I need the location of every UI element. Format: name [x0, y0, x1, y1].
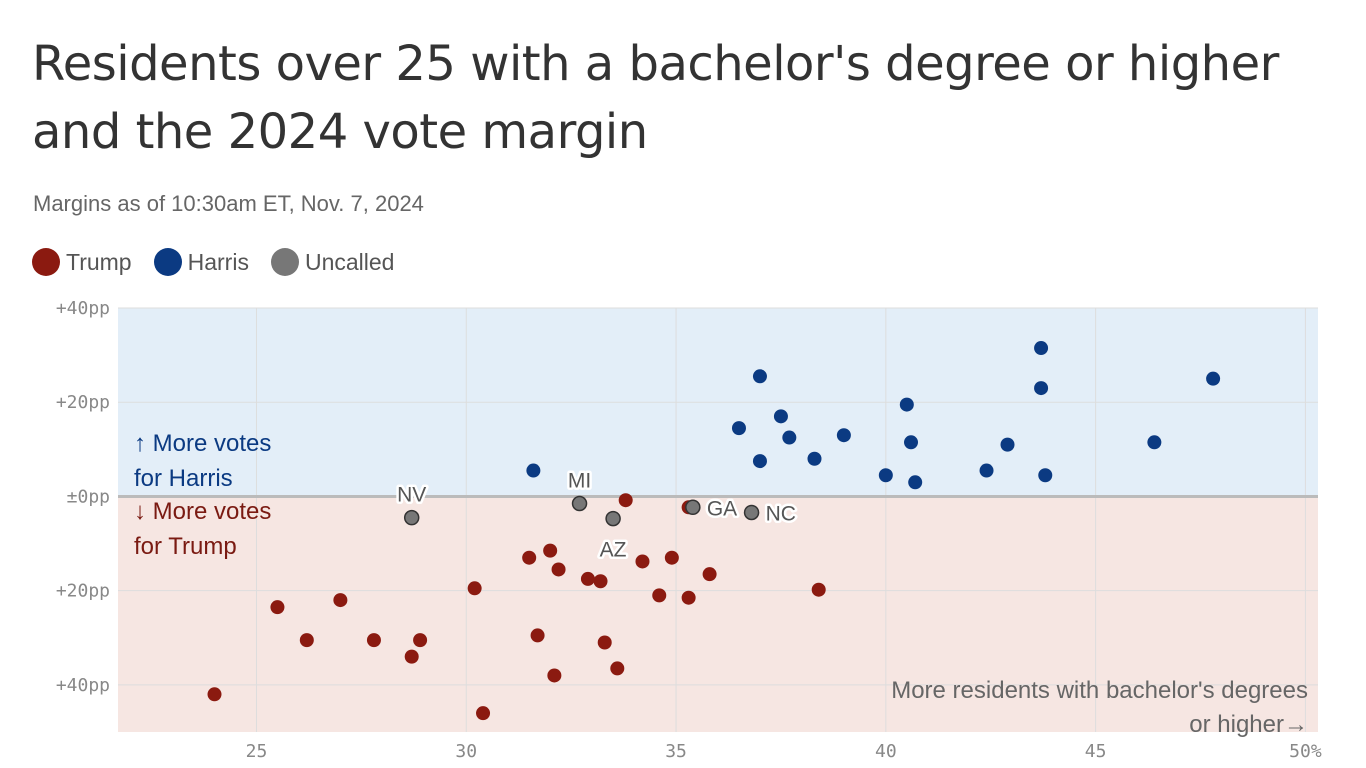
trump-point: [543, 543, 558, 558]
legend-swatch-harris: [153, 248, 182, 276]
trump-point: [681, 590, 696, 605]
harris-point: [1206, 371, 1221, 386]
harris-point: [908, 475, 923, 490]
uncalled-point: [743, 504, 760, 521]
harris-point: [836, 428, 851, 443]
trump-point: [522, 550, 537, 565]
legend-label-trump: Trump: [66, 248, 132, 275]
state-label-ga: GA: [707, 497, 737, 520]
trump-annotation-line-1: ↓ More votes: [134, 498, 271, 525]
x-tick-label: 30: [455, 741, 477, 762]
trump-point: [580, 571, 595, 586]
trump-point: [593, 574, 608, 589]
state-label-nv: NV: [397, 484, 426, 507]
trump-point: [299, 633, 314, 648]
legend-label-uncalled: Uncalled: [304, 248, 395, 275]
harris-point: [526, 463, 541, 478]
trump-point: [333, 593, 348, 608]
trump-point: [618, 493, 633, 508]
trump-point: [476, 706, 491, 721]
trump-point: [207, 687, 222, 702]
trump-point: [547, 668, 562, 683]
harris-point: [904, 435, 919, 450]
harris-point: [899, 397, 914, 412]
legend-swatch-trump: [32, 248, 60, 276]
legend-label-harris: Harris: [187, 248, 249, 275]
state-label-az: AZ: [600, 539, 627, 562]
harris-point: [807, 451, 822, 466]
chart-subtitle: Margins as of 10:30am ET, Nov. 7, 2024: [33, 191, 424, 216]
trump-point: [610, 661, 625, 676]
y-tick-label: +20pp: [56, 581, 110, 602]
harris-point: [1000, 437, 1015, 452]
trump-point: [530, 628, 545, 643]
trump-point: [811, 582, 826, 597]
trump-point: [597, 635, 612, 650]
harris-point: [979, 463, 994, 478]
x-tick-label: 35: [665, 741, 687, 762]
harris-point: [878, 468, 893, 483]
uncalled-point: [403, 509, 420, 526]
harris-point: [773, 409, 788, 424]
state-label-mi: MI: [568, 470, 591, 493]
x-axis-annotation-line-2: or higher→: [1189, 711, 1308, 738]
trump-point: [467, 581, 482, 596]
harris-annotation-line-1: ↑ More votes: [134, 430, 271, 457]
x-axis-annotation-line-1: More residents with bachelor's degrees: [891, 677, 1308, 704]
trump-point: [635, 554, 650, 569]
uncalled-point: [605, 510, 621, 527]
uncalled-point: [685, 499, 701, 516]
legend-swatch-uncalled: [270, 248, 299, 276]
trump-point: [366, 633, 381, 648]
trump-point: [270, 600, 285, 615]
harris-point: [782, 430, 797, 445]
y-tick-label: +40pp: [56, 675, 110, 696]
harris-annotation-line-2: for Harris: [134, 465, 233, 492]
y-tick-label: ±0pp: [67, 486, 110, 507]
harris-point: [1034, 341, 1049, 356]
x-tick-label: 40: [875, 741, 897, 762]
harris-point: [752, 369, 767, 384]
harris-point: [752, 454, 767, 469]
legend: Trump Harris Uncalled: [32, 248, 416, 276]
trump-point: [664, 550, 679, 565]
x-tick-label: 50%: [1289, 741, 1322, 762]
y-tick-label: +40pp: [56, 298, 110, 319]
y-tick-label: +20pp: [56, 392, 110, 413]
trump-region: [118, 496, 1318, 732]
harris-point: [1038, 468, 1053, 483]
trump-point: [404, 649, 419, 664]
trump-point: [551, 562, 566, 577]
state-label-nc: NC: [766, 502, 796, 525]
x-tick-label: 25: [246, 741, 268, 762]
legend-item-trump: Trump: [32, 248, 132, 276]
x-tick-label: 45: [1085, 741, 1107, 762]
trump-annotation-line-2: for Trump: [134, 533, 237, 560]
uncalled-point: [571, 495, 588, 512]
trump-point: [652, 588, 667, 603]
trump-point: [702, 567, 717, 582]
legend-item-uncalled: Uncalled: [270, 248, 395, 276]
trump-point: [413, 633, 428, 648]
harris-point: [1034, 381, 1049, 396]
harris-point: [1147, 435, 1162, 450]
harris-point: [731, 421, 746, 436]
legend-item-harris: Harris: [153, 248, 249, 276]
chart-title: Residents over 25 with a bachelor's degr…: [32, 36, 1279, 160]
